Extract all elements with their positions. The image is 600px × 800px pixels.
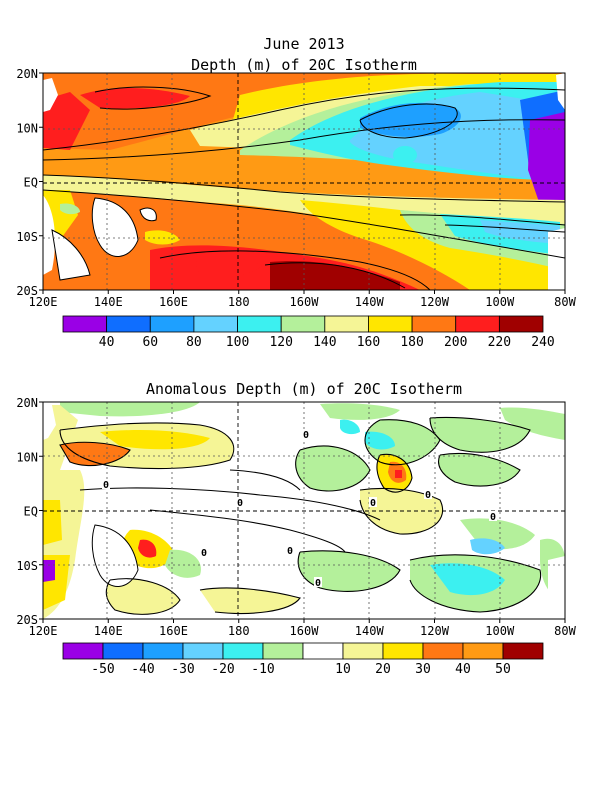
top-title-line1: June 2013 [263,35,344,53]
colorbar-swatch [498,315,544,333]
colorbar-swatch [324,315,369,333]
colorbar-swatch [106,315,151,333]
colorbar-label: -30 [171,662,194,677]
colorbar-label: 180 [400,335,423,350]
lon-label: 100W [485,295,515,309]
colorbar-swatch [302,642,344,660]
colorbar-swatch [222,642,264,660]
colorbar-swatch [280,315,326,333]
lon-label: 80W [554,295,576,309]
top-lat-axis: 20N 10N EQ 10S 20S [16,67,43,298]
zero-contour-label: 0 [237,498,243,509]
lon-label: 140W [355,624,385,638]
colorbar-swatch [262,642,304,660]
zero-contour-label: 0 [303,430,309,441]
colorbar-swatch [62,315,108,333]
lon-label: 100W [485,624,515,638]
lon-label: 120W [420,624,450,638]
colorbar-swatch [422,642,464,660]
zero-contour-label: 0 [201,548,207,559]
colorbar-label: 20 [375,662,391,677]
zero-contour-label: 0 [315,578,321,589]
colorbar-label: 60 [142,335,158,350]
colorbar-label: -40 [131,662,154,677]
colorbar-label: 240 [531,335,554,350]
lon-label: 120W [420,295,450,309]
lon-label: 180 [228,624,250,638]
colorbar-label: -10 [251,662,274,677]
lon-label: 180 [228,295,250,309]
colorbar-swatch [342,642,384,660]
lat-label: EQ [24,176,38,190]
colorbar-label: 40 [99,335,115,350]
colorbar-label: 160 [357,335,380,350]
colorbar-label: -20 [211,662,234,677]
colorbar-label: 30 [415,662,431,677]
lat-label: 10S [16,230,38,244]
colorbar-label: 40 [455,662,471,677]
zero-contour-label: 0 [425,490,431,501]
top-colorbar: 40 60 80 100 120 140 160 180 200 220 240 [62,315,555,350]
colorbar-label: 220 [488,335,511,350]
zero-contour-label: 0 [490,512,496,523]
colorbar-swatch [102,642,144,660]
lon-label: 120E [29,295,58,309]
colorbar-label: 100 [226,335,249,350]
colorbar-label: -50 [91,662,114,677]
lat-label: 20N [16,396,38,410]
colorbar-swatch [502,642,544,660]
lon-label: 160W [290,295,320,309]
zero-contour-label: 0 [287,546,293,557]
top-lon-axis: 120E 140E 160E 180 160W 140W 120W 100W 80W [29,290,577,309]
lon-label: 140E [94,295,123,309]
colorbar-swatch [237,315,282,333]
colorbar-swatch [149,315,195,333]
colorbar-swatch [368,315,413,333]
lon-label: 160W [290,624,320,638]
lat-label: 20N [16,67,38,81]
lat-label: 20S [16,613,38,627]
colorbar-swatch [462,642,504,660]
zero-contour-label: 0 [370,498,376,509]
colorbar-label: 10 [335,662,351,677]
bottom-title: Anomalous Depth (m) of 20C Isotherm [146,380,462,398]
lat-label: 10S [16,559,38,573]
colorbar-swatch [455,315,500,333]
colorbar-swatch [182,642,224,660]
lon-label: 160E [159,624,188,638]
lat-label: EQ [24,505,38,519]
top-title-line2: Depth (m) of 20C Isotherm [191,56,417,74]
colorbar-label: 120 [269,335,292,350]
lon-label: 120E [29,624,58,638]
colorbar-swatch [142,642,184,660]
lat-label: 10N [16,121,38,135]
zero-contour-labels: 0 0 0 0 0 0 0 0 0 [102,429,497,589]
top-map-field [43,73,565,290]
colorbar-label: 50 [495,662,511,677]
colorbar-swatch [193,315,238,333]
bottom-colorbar: -50 -40 -30 -20 -10 10 20 30 40 50 [62,642,544,677]
bottom-lat-axis: 20N 10N EQ 10S 20S [16,396,43,627]
lon-label: 80W [554,624,576,638]
lat-label: 20S [16,284,38,298]
colorbar-label: 200 [444,335,467,350]
colorbar-swatch [382,642,424,660]
colorbar-swatch [62,642,104,660]
lat-label: 10N [16,450,38,464]
colorbar-label: 140 [313,335,336,350]
colorbar-swatch [411,315,457,333]
lon-label: 160E [159,295,188,309]
lon-label: 140E [94,624,123,638]
bottom-lon-axis: 120E 140E 160E 180 160W 140W 120W 100W 80W [29,619,577,638]
colorbar-label: 80 [186,335,202,350]
lon-label: 140W [355,295,385,309]
zero-contour-label: 0 [103,480,109,491]
